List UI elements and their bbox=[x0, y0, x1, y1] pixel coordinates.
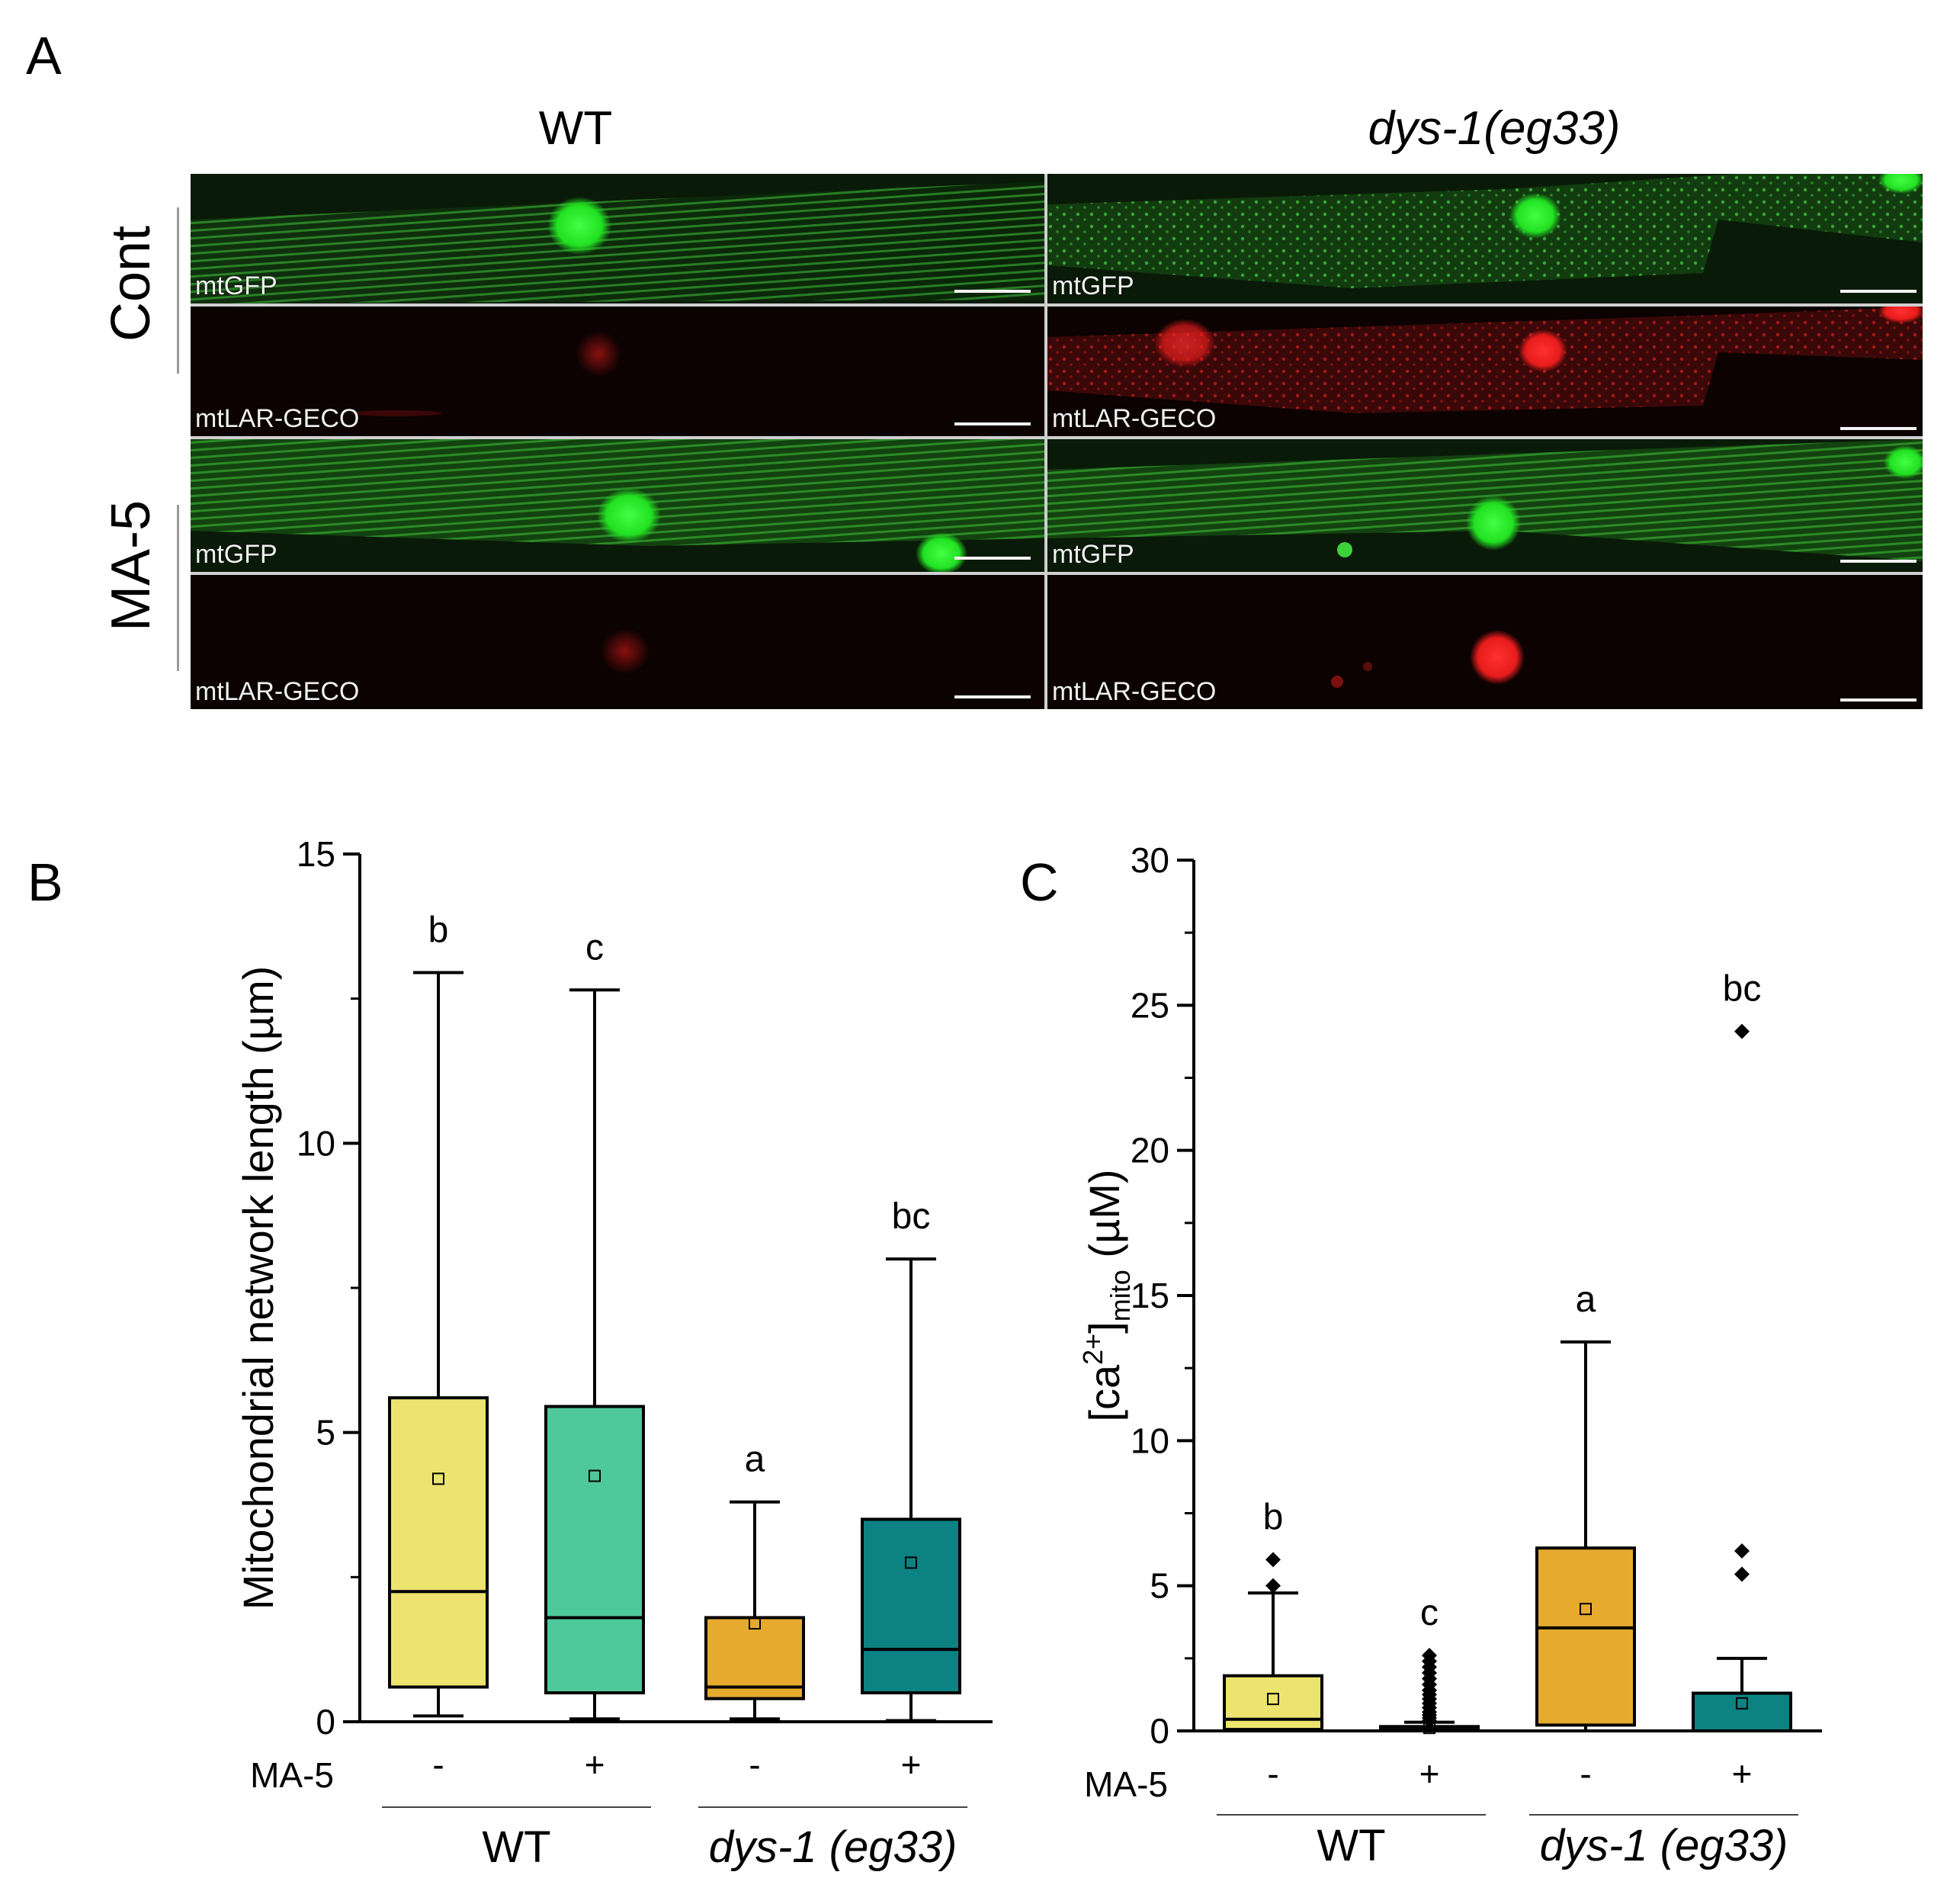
column-title-mutant: dys-1(eg33) bbox=[1368, 102, 1621, 155]
y-tick-label: 15 bbox=[297, 834, 335, 874]
treatment-label: MA-5 bbox=[1084, 1764, 1168, 1804]
significance-letter: bc bbox=[1723, 969, 1762, 1010]
significance-letter: a bbox=[1576, 1280, 1596, 1320]
y-tick-label: 10 bbox=[297, 1123, 335, 1163]
group-label: dys-1 (eg33) bbox=[1540, 1821, 1788, 1870]
micrograph-ma5-mutant-geco: mtLAR-GECO bbox=[1047, 575, 1923, 709]
mean-marker bbox=[905, 1556, 917, 1569]
row-rule-cont bbox=[177, 207, 179, 374]
scale-bar bbox=[954, 695, 1031, 698]
micrograph-ma5-wt-mtgfp: mtGFP bbox=[191, 439, 1044, 572]
group-label: WT bbox=[482, 1822, 550, 1872]
outlier-point bbox=[1734, 1543, 1750, 1559]
column-title-wt: WT bbox=[538, 102, 613, 155]
box bbox=[1692, 1691, 1792, 1732]
micrograph-cont-mutant-mtgfp: mtGFP bbox=[1047, 174, 1923, 303]
y-tick-label: 5 bbox=[1150, 1566, 1169, 1606]
channel-label: mtLAR-GECO bbox=[1052, 404, 1217, 433]
micrograph-grid: mtGFP mtLAR-GECO mtGFP bbox=[191, 174, 1923, 709]
y-tick-label: 0 bbox=[316, 1702, 335, 1742]
mean-marker bbox=[1580, 1603, 1592, 1616]
treatment-label: MA-5 bbox=[250, 1755, 334, 1795]
outlier-point bbox=[1422, 1648, 1437, 1664]
panel-c-letter: C bbox=[1020, 852, 1059, 912]
mean-marker bbox=[749, 1617, 761, 1630]
y-tick-label: 5 bbox=[316, 1413, 335, 1453]
treatment-sign: + bbox=[901, 1745, 922, 1784]
micrograph-cont-wt-geco: mtLAR-GECO bbox=[191, 307, 1044, 436]
micrograph-ma5-mutant-mtgfp: mtGFP bbox=[1047, 439, 1923, 572]
treatment-sign: - bbox=[432, 1745, 444, 1784]
scale-bar bbox=[954, 557, 1031, 560]
scale-bar bbox=[1840, 427, 1917, 430]
scale-bar bbox=[954, 290, 1031, 293]
channel-label: mtGFP bbox=[1052, 540, 1134, 569]
y-axis-label: Mitochondrial network length (µm) bbox=[234, 966, 282, 1610]
y-tick-label: 20 bbox=[1131, 1131, 1169, 1170]
mean-marker bbox=[1267, 1693, 1279, 1706]
scale-bar bbox=[1840, 560, 1917, 563]
significance-letter: bc bbox=[892, 1196, 931, 1237]
box bbox=[1535, 1546, 1636, 1727]
mean-marker bbox=[589, 1469, 601, 1482]
scale-bar bbox=[1840, 290, 1917, 293]
treatment-sign: - bbox=[749, 1745, 760, 1784]
row-label-cont: Cont bbox=[101, 225, 162, 342]
treatment-sign: - bbox=[1580, 1754, 1591, 1793]
panel-a-letter: A bbox=[26, 26, 62, 85]
treatment-sign: + bbox=[1419, 1754, 1440, 1793]
y-tick-label: 10 bbox=[1131, 1421, 1169, 1460]
scale-bar bbox=[954, 422, 1031, 425]
channel-label: mtLAR-GECO bbox=[195, 677, 360, 706]
outlier-point bbox=[1734, 1023, 1750, 1039]
box bbox=[544, 1405, 645, 1695]
group-label: WT bbox=[1317, 1821, 1385, 1870]
row-label-ma5: MA-5 bbox=[101, 499, 162, 632]
significance-letter: b bbox=[1263, 1497, 1284, 1537]
outlier-point bbox=[1734, 1566, 1750, 1582]
treatment-sign: + bbox=[1732, 1754, 1753, 1793]
significance-letter: b bbox=[428, 910, 449, 951]
y-axis-label: [ca2+]mito (µM) bbox=[1077, 1169, 1136, 1421]
group-label: dys-1 (eg33) bbox=[709, 1822, 957, 1872]
significance-letter: a bbox=[745, 1440, 765, 1480]
micrograph-cont-wt-mtgfp: mtGFP bbox=[191, 174, 1044, 303]
panel-b-letter: B bbox=[27, 852, 63, 912]
chart-c: 0 5 10 15 20 25 30 [ca2+]mito (µM) b - c + a - bc + MA-5… bbox=[1077, 840, 1822, 1870]
channel-label: mtGFP bbox=[1052, 271, 1134, 300]
treatment-sign: + bbox=[585, 1745, 605, 1784]
mean-marker bbox=[1736, 1697, 1748, 1710]
significance-letter: c bbox=[585, 927, 604, 968]
significance-letter: c bbox=[1420, 1593, 1439, 1633]
chart-b: 0 5 10 15 Mitochondrial network length (µm) b… bbox=[234, 834, 993, 1872]
micrograph-cont-mutant-geco: mtLAR-GECO bbox=[1047, 307, 1923, 436]
channel-label: mtLAR-GECO bbox=[195, 404, 360, 433]
outlier-point bbox=[1265, 1552, 1281, 1568]
y-tick-label: 15 bbox=[1131, 1276, 1169, 1315]
channel-label: mtLAR-GECO bbox=[1052, 677, 1217, 706]
box bbox=[861, 1517, 961, 1695]
outlier-point bbox=[1265, 1578, 1281, 1594]
micrograph-ma5-wt-geco: mtLAR-GECO bbox=[191, 575, 1044, 709]
mean-marker bbox=[432, 1472, 444, 1485]
box bbox=[1223, 1674, 1323, 1732]
y-tick-label: 25 bbox=[1131, 985, 1169, 1025]
scale-bar bbox=[1840, 698, 1917, 702]
channel-label: mtGFP bbox=[195, 271, 277, 300]
y-tick-label: 0 bbox=[1150, 1711, 1169, 1751]
treatment-sign: - bbox=[1267, 1754, 1278, 1793]
y-tick-label: 30 bbox=[1131, 840, 1169, 880]
box bbox=[388, 1396, 489, 1689]
channel-label: mtGFP bbox=[195, 540, 277, 569]
row-rule-ma5 bbox=[177, 505, 179, 671]
